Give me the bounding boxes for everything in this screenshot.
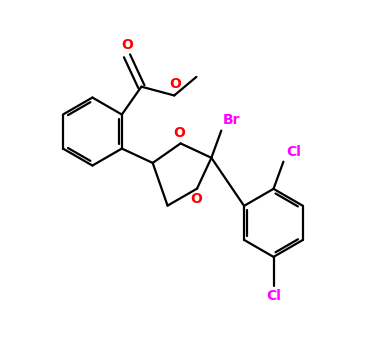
Text: O: O [173,126,185,140]
Text: Br: Br [223,113,240,127]
Text: O: O [169,77,181,91]
Text: Cl: Cl [286,145,301,159]
Text: O: O [121,38,133,52]
Text: O: O [190,192,202,206]
Text: Cl: Cl [266,289,281,303]
